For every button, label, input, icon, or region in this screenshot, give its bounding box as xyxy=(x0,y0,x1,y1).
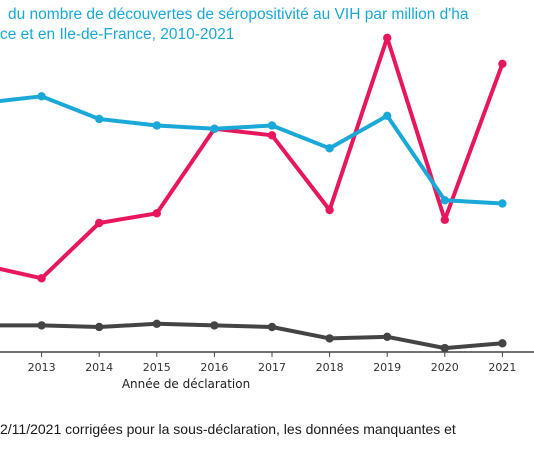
data-point xyxy=(95,218,104,228)
data-point xyxy=(383,111,392,121)
x-tick-label: 2014 xyxy=(85,361,113,374)
chart-data-points xyxy=(37,33,507,353)
data-point xyxy=(383,33,392,42)
data-point xyxy=(267,121,277,130)
data-point xyxy=(95,322,104,332)
data-point xyxy=(37,321,46,330)
x-tick-label: 2016 xyxy=(200,361,228,374)
x-tick-label: 2013 xyxy=(28,361,56,374)
chart-title-line-2: ce et en Ile-de-France, 2010-2021 xyxy=(0,26,235,43)
data-point xyxy=(152,121,161,130)
x-tick-label: 2018 xyxy=(316,361,344,374)
data-point xyxy=(37,92,46,101)
data-point xyxy=(440,215,449,224)
chart-footnote: 2/11/2021 corrigées pour la sous-déclara… xyxy=(0,421,456,437)
data-point xyxy=(152,209,161,218)
data-point xyxy=(210,124,219,133)
data-point xyxy=(498,59,507,68)
x-tick-label: 2021 xyxy=(488,361,516,374)
data-point xyxy=(383,332,392,341)
data-point xyxy=(267,322,277,332)
chart-axes: 2013 2014 2015 2016 2017 2018 2019 2020 2021 xyxy=(0,351,534,374)
data-point xyxy=(95,114,104,124)
data-point xyxy=(325,334,334,343)
data-point xyxy=(440,343,449,353)
chart-title-line-1: du nombre de découvertes de séropositivi… xyxy=(8,6,469,23)
x-tick-label: 2019 xyxy=(373,361,401,374)
x-axis-title: Année de déclaration xyxy=(122,377,250,391)
data-point xyxy=(37,274,46,283)
x-tick-label: 2020 xyxy=(431,361,459,374)
data-point xyxy=(440,196,449,205)
data-point xyxy=(498,199,507,208)
chart-series-lines xyxy=(0,35,505,351)
data-point xyxy=(325,205,334,215)
data-point xyxy=(210,321,219,330)
data-point xyxy=(498,339,507,348)
series-line-2 xyxy=(0,94,505,206)
x-tick-label: 2017 xyxy=(258,361,286,374)
data-point xyxy=(267,131,277,140)
series-line-1 xyxy=(0,35,505,281)
series-line-3 xyxy=(0,321,505,351)
data-point xyxy=(152,319,161,328)
data-point xyxy=(325,144,334,153)
x-tick-label: 2015 xyxy=(143,361,171,374)
